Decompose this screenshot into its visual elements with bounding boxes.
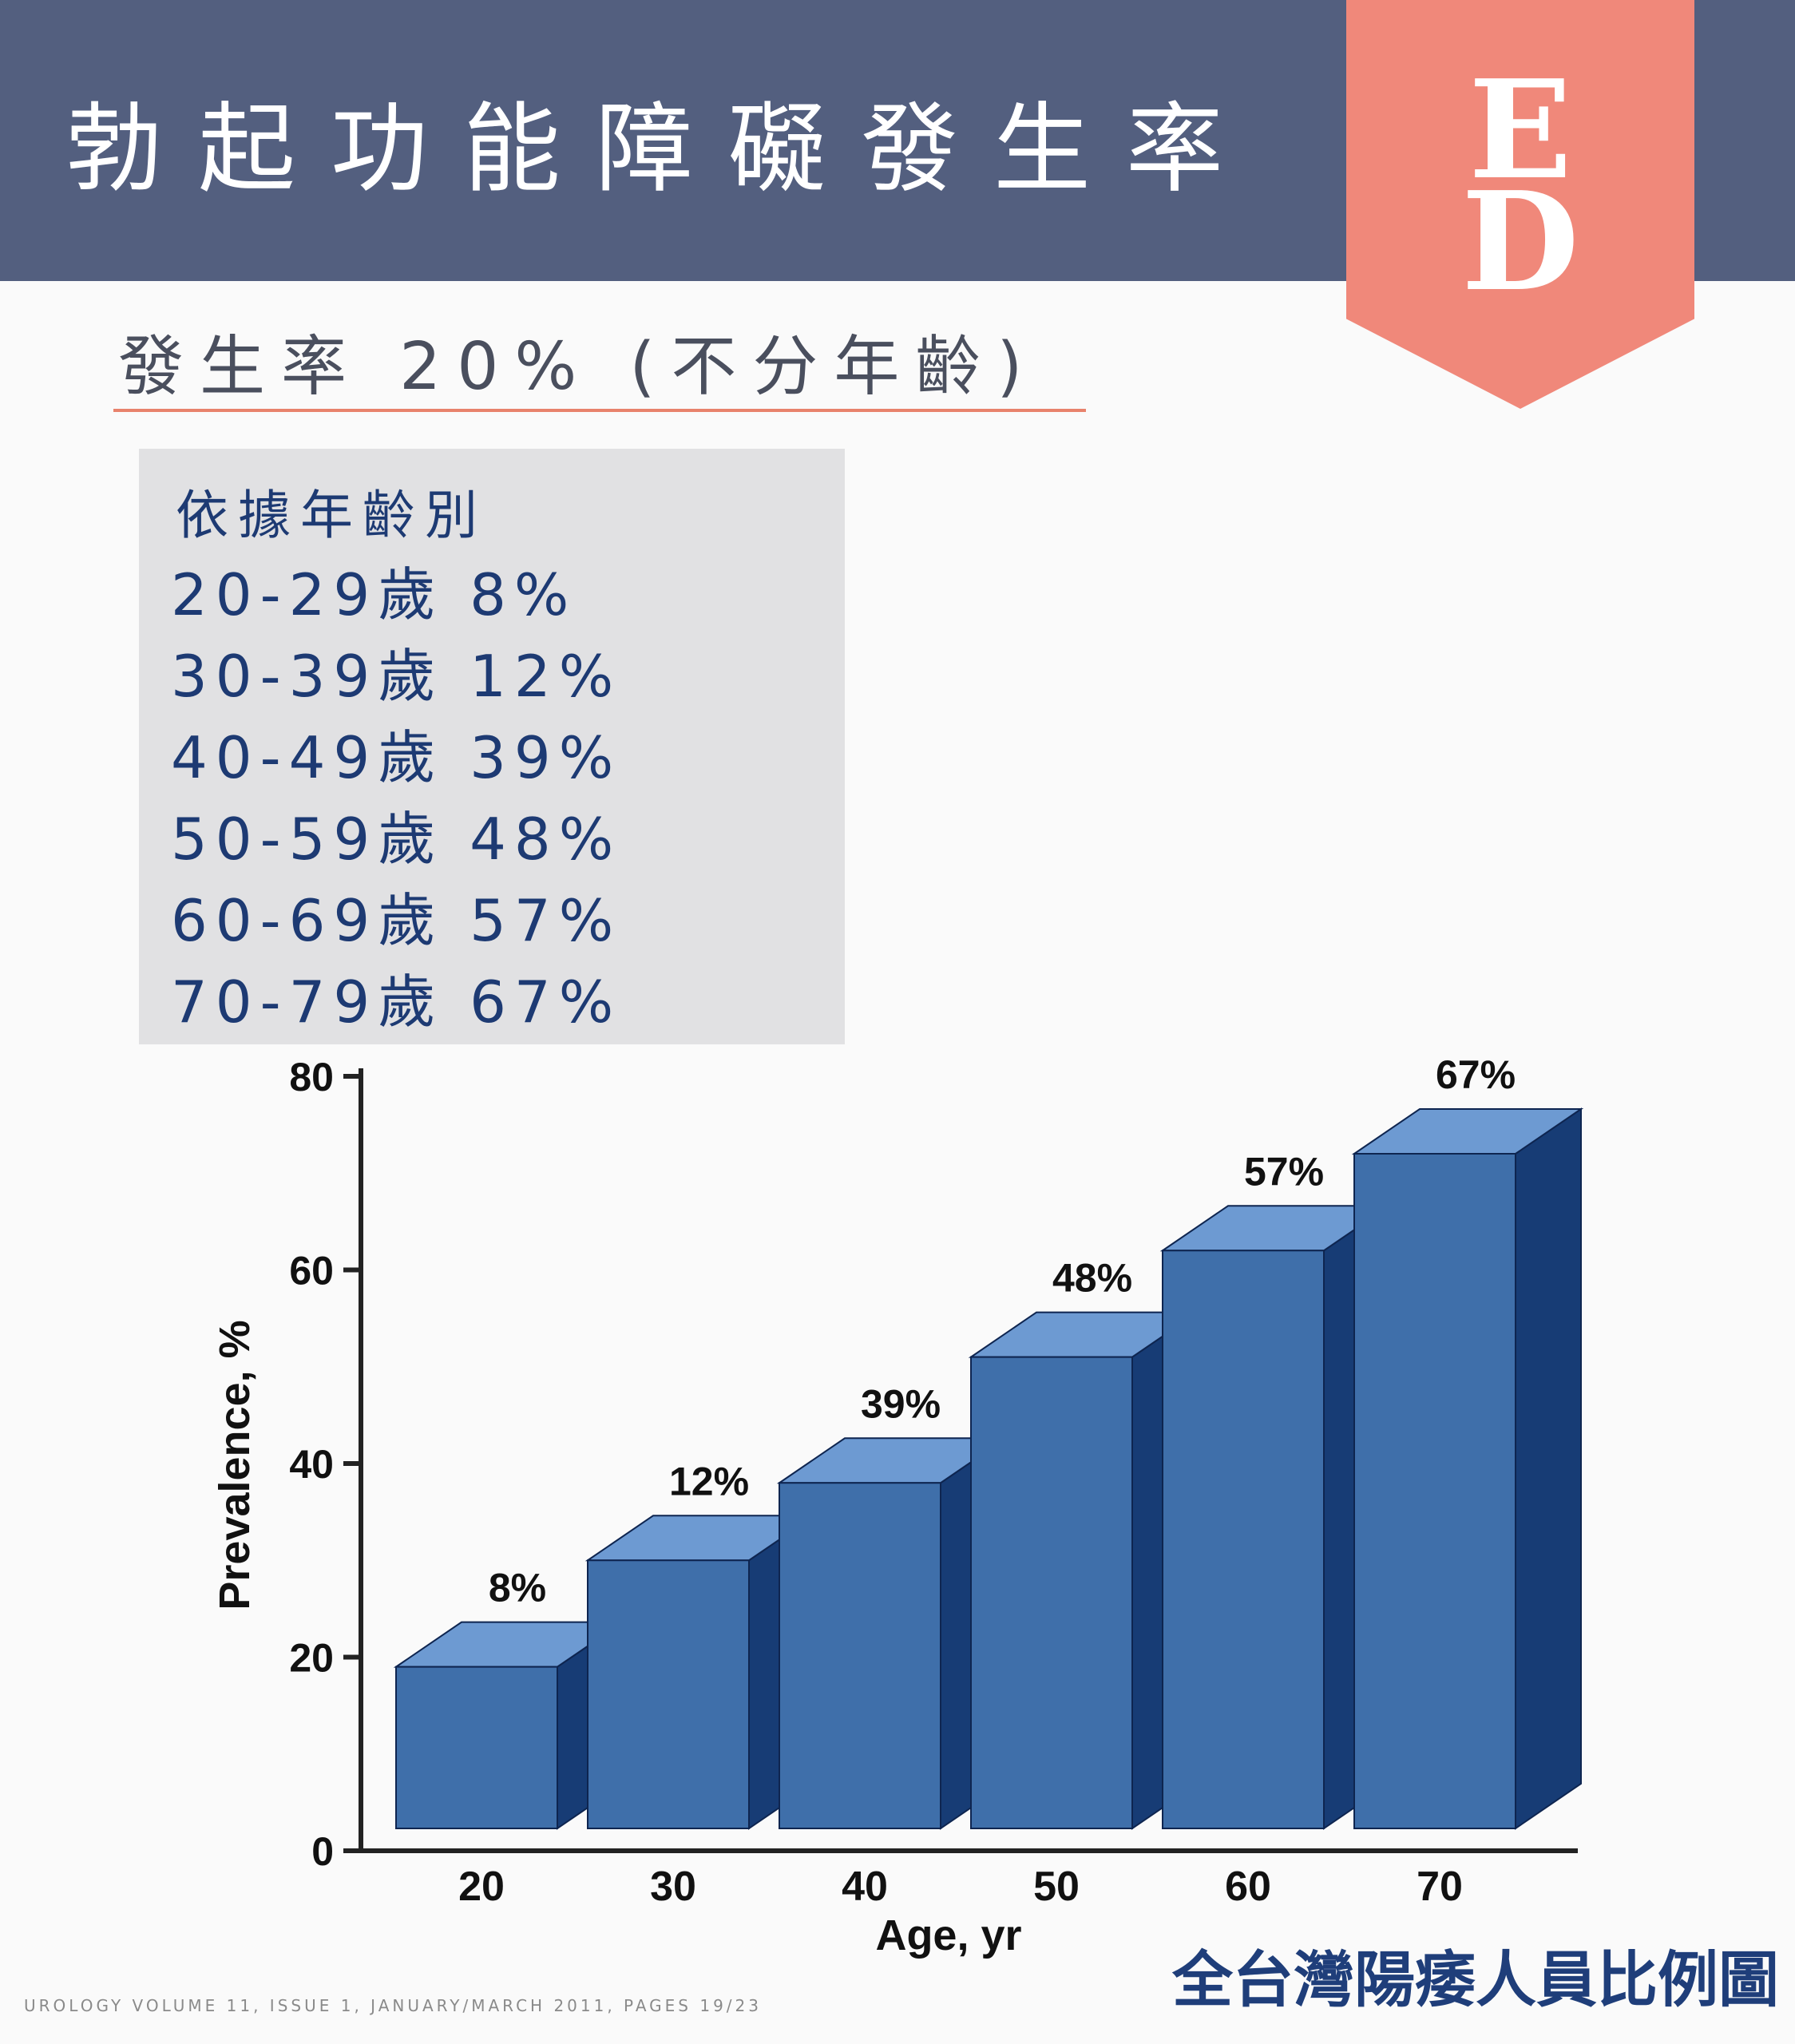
bar	[779, 1482, 941, 1829]
age-row: 50-59歲 48%	[171, 806, 622, 873]
bar-data-label: 67%	[1436, 1052, 1516, 1097]
y-tick-label: 40	[289, 1442, 334, 1487]
bar-data-label: 12%	[669, 1459, 749, 1503]
bar	[1353, 1153, 1516, 1829]
age-row: 20-29歲 8%	[171, 561, 577, 628]
bar-data-label: 39%	[861, 1381, 941, 1426]
age-row: 70-79歲 67%	[171, 969, 622, 1036]
bar	[970, 1356, 1133, 1829]
x-tick-label: 40	[842, 1864, 888, 1910]
chart-caption: 全台灣陽痿人員比例圖	[1172, 1944, 1779, 2015]
badge-letter-e: E	[1468, 50, 1572, 210]
y-tick-label: 20	[289, 1636, 334, 1681]
y-axis-label: Prevalence, %	[211, 1320, 259, 1610]
subtitle-underline	[113, 409, 1086, 412]
x-tick-label: 50	[1033, 1864, 1080, 1910]
x-tick-label: 70	[1417, 1864, 1463, 1910]
age-row: 40-49歲 39%	[171, 724, 622, 791]
age-breakdown-heading: 依據年齡別	[176, 485, 487, 546]
x-axis-label: Age, yr	[875, 1911, 1021, 1959]
badge-letter-d: D	[1461, 162, 1579, 322]
subtitle: 發生率 20% (不分年齡)	[118, 329, 1039, 405]
age-row: 30-39歲 12%	[171, 643, 622, 710]
age-row: 60-69歲 57%	[171, 887, 622, 954]
x-tick-label: 30	[650, 1864, 696, 1910]
ed-badge: E D	[1346, 0, 1694, 409]
bar-side	[1515, 1107, 1582, 1830]
bar	[395, 1666, 558, 1829]
y-tick-label: 0	[311, 1829, 334, 1874]
x-tick-label: 20	[458, 1864, 505, 1910]
page-title: 勃起功能障礙發生率	[65, 93, 1258, 206]
source-citation: UROLOGY VOLUME 11, ISSUE 1, JANUARY/MARC…	[24, 1996, 762, 2015]
bar-data-label: 8%	[489, 1566, 546, 1610]
age-breakdown-box: 依據年齡別 20-29歲 8% 30-39歲 12% 40-49歲 39% 50…	[139, 449, 845, 1044]
y-tick-label: 60	[289, 1249, 334, 1293]
bar-data-label: 57%	[1244, 1149, 1324, 1194]
bar-data-label: 48%	[1052, 1256, 1132, 1301]
y-tick-label: 80	[289, 1055, 334, 1099]
bar	[587, 1559, 750, 1829]
x-tick-label: 60	[1225, 1864, 1271, 1910]
bar	[1162, 1250, 1325, 1829]
